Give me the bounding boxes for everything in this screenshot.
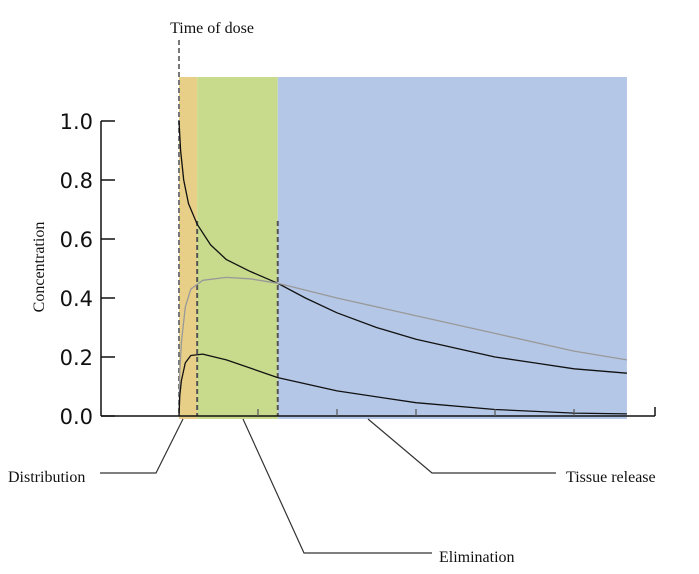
leader-line-tissue-release (367, 418, 556, 474)
leader-line-distribution (100, 418, 184, 474)
y-tick-label: 0.0 (60, 405, 93, 429)
phase-label-elimination: Elimination (439, 549, 515, 566)
y-axis-label: Concentration (31, 222, 48, 313)
phase-band-tissue-release (277, 77, 627, 419)
phase-band-elimination (197, 77, 278, 419)
phase-label-distribution: Distribution (8, 469, 85, 486)
y-tick-label: 1.0 (60, 110, 93, 134)
y-tick-label: 0.6 (60, 228, 93, 252)
phase-band-distribution (179, 77, 198, 419)
phase-label-tissue-release: Tissue release (566, 469, 656, 486)
time-of-dose-label: Time of dose (170, 20, 254, 37)
y-tick-label: 0.8 (60, 169, 93, 193)
leader-line-elimination (242, 418, 432, 554)
y-tick-label: 0.2 (60, 346, 93, 370)
y-tick-label: 0.4 (60, 287, 93, 311)
concentration-curve-2 (178, 276, 628, 417)
concentration-curve-1 (178, 120, 627, 374)
